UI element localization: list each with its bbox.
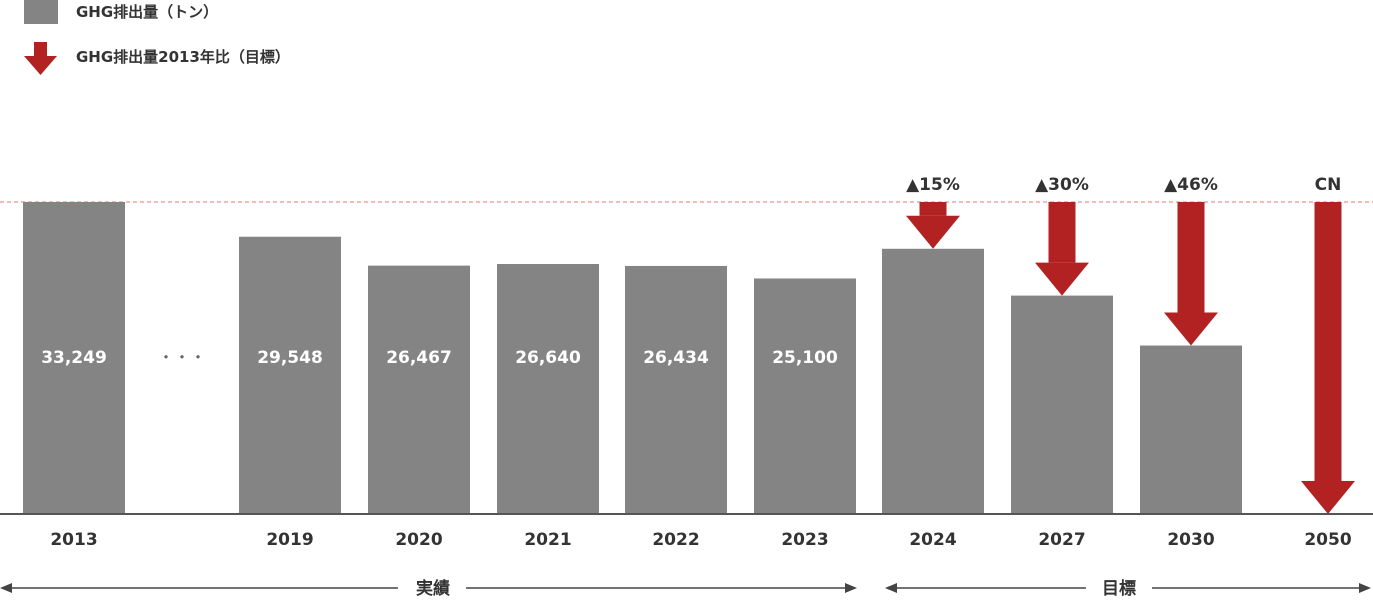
x-tick-2022: 2022: [652, 530, 699, 550]
x-tick-2020: 2020: [395, 530, 442, 550]
arrows-group: ▲15% ▲30% ▲46% CN: [906, 175, 1355, 514]
bar-value-label-2019: 29,548: [257, 348, 323, 368]
arrow-head-2024: [906, 215, 960, 249]
legend-arrow-icon: [24, 42, 57, 75]
gap-ellipsis: ・・・: [158, 348, 206, 367]
arrow-shaft-2030: [1177, 202, 1205, 313]
period-target-label: 目標: [1102, 578, 1136, 599]
x-tick-2030: 2030: [1167, 530, 1214, 550]
period-actual-label: 実績: [416, 578, 450, 599]
bar-2023: [754, 278, 856, 514]
bar-value-label-2022: 26,434: [643, 348, 709, 368]
legend-arrow-label: GHG排出量2013年比（目標）: [76, 48, 290, 66]
bar-2022: [625, 265, 727, 514]
reduction-label-2050: CN: [1315, 175, 1342, 195]
reduction-label-2030: ▲46%: [1164, 175, 1218, 195]
arrow-shaft-2050: [1314, 202, 1342, 481]
period-actual-range: 実績: [0, 578, 857, 599]
bar-value-label-2013: 33,249: [41, 348, 107, 368]
x-tick-2050: 2050: [1304, 530, 1351, 550]
legend-bar-label: GHG排出量（トン）: [76, 3, 218, 21]
x-tick-2023: 2023: [781, 530, 828, 550]
arrow-shaft-2027: [1048, 202, 1076, 263]
bars-group: 33,249 29,548 26,467 26,640 26,434 25,100: [23, 202, 1242, 514]
arrow-head-2030: [1164, 312, 1218, 346]
bar-2024: [882, 248, 984, 514]
bar-2013: [23, 202, 125, 514]
bar-2020: [368, 265, 470, 514]
arrow-head-2050: [1301, 481, 1355, 514]
bar-2019: [239, 236, 341, 514]
bar-2027: [1011, 295, 1113, 514]
x-tick-2024: 2024: [909, 530, 956, 550]
bar-2030: [1140, 345, 1242, 514]
legend-bar-swatch: [24, 0, 58, 24]
legend: GHG排出量（トン） GHG排出量2013年比（目標）: [24, 0, 290, 75]
x-tick-labels: 2013 2019 2020 2021 2022 2023 2024 2027 2030 2050: [50, 530, 1351, 550]
x-tick-2021: 2021: [524, 530, 571, 550]
x-tick-2027: 2027: [1038, 530, 1085, 550]
arrow-head-2027: [1035, 262, 1089, 296]
bar-value-label-2020: 26,467: [386, 348, 452, 368]
x-tick-2013: 2013: [50, 530, 97, 550]
period-target-range: 目標: [885, 578, 1371, 599]
bar-value-label-2021: 26,640: [515, 348, 581, 368]
arrow-shaft-2024: [919, 202, 947, 216]
bar-value-label-2023: 25,100: [772, 348, 838, 368]
bar-2021: [497, 264, 599, 514]
reduction-label-2024: ▲15%: [906, 175, 960, 195]
reduction-label-2027: ▲30%: [1035, 175, 1089, 195]
x-tick-2019: 2019: [266, 530, 313, 550]
